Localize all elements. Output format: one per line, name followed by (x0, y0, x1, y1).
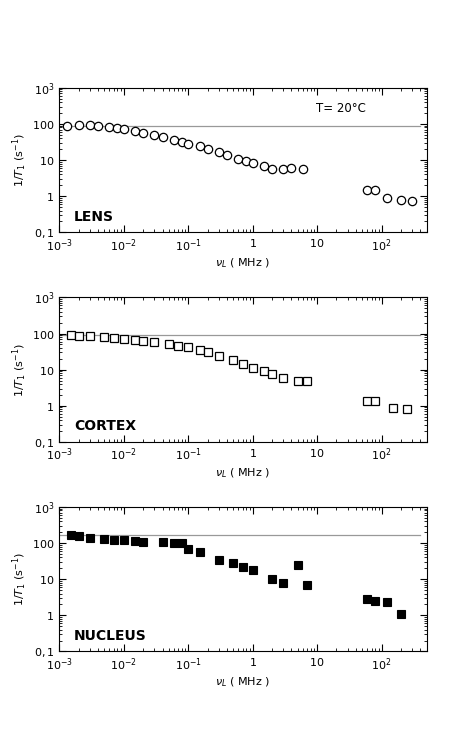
X-axis label: $\nu_L$ ( MHz ): $\nu_L$ ( MHz ) (215, 257, 271, 270)
X-axis label: $\nu_L$ ( MHz ): $\nu_L$ ( MHz ) (215, 466, 271, 479)
Y-axis label: $1/T_1$ (s$^{-1}$): $1/T_1$ (s$^{-1}$) (11, 343, 29, 397)
X-axis label: $\nu_L$ ( MHz ): $\nu_L$ ( MHz ) (215, 676, 271, 690)
Text: T= 20°C: T= 20°C (316, 102, 366, 116)
Text: CORTEX: CORTEX (74, 419, 136, 433)
Text: NUCLEUS: NUCLEUS (74, 629, 146, 643)
Y-axis label: $1/T_1$ (s$^{-1}$): $1/T_1$ (s$^{-1}$) (11, 552, 29, 606)
Y-axis label: $1/T_1$ (s$^{-1}$): $1/T_1$ (s$^{-1}$) (11, 133, 29, 187)
Text: LENS: LENS (74, 209, 114, 224)
